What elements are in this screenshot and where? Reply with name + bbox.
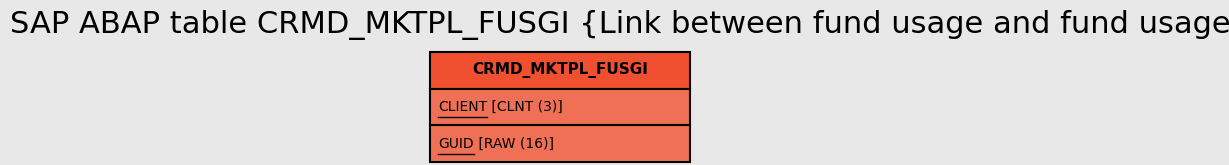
Text: CRMD_MKTPL_FUSGI: CRMD_MKTPL_FUSGI bbox=[472, 62, 648, 78]
Text: [RAW (16)]: [RAW (16)] bbox=[473, 137, 553, 151]
Text: [CLNT (3)]: [CLNT (3)] bbox=[487, 100, 563, 114]
Text: CLIENT: CLIENT bbox=[438, 100, 487, 114]
Text: GUID: GUID bbox=[438, 137, 473, 151]
Bar bbox=[430, 89, 689, 125]
Bar bbox=[430, 52, 689, 89]
Text: SAP ABAP table CRMD_MKTPL_FUSGI {Link between fund usage and fund usage item}: SAP ABAP table CRMD_MKTPL_FUSGI {Link be… bbox=[10, 10, 1229, 40]
Bar bbox=[430, 125, 689, 162]
